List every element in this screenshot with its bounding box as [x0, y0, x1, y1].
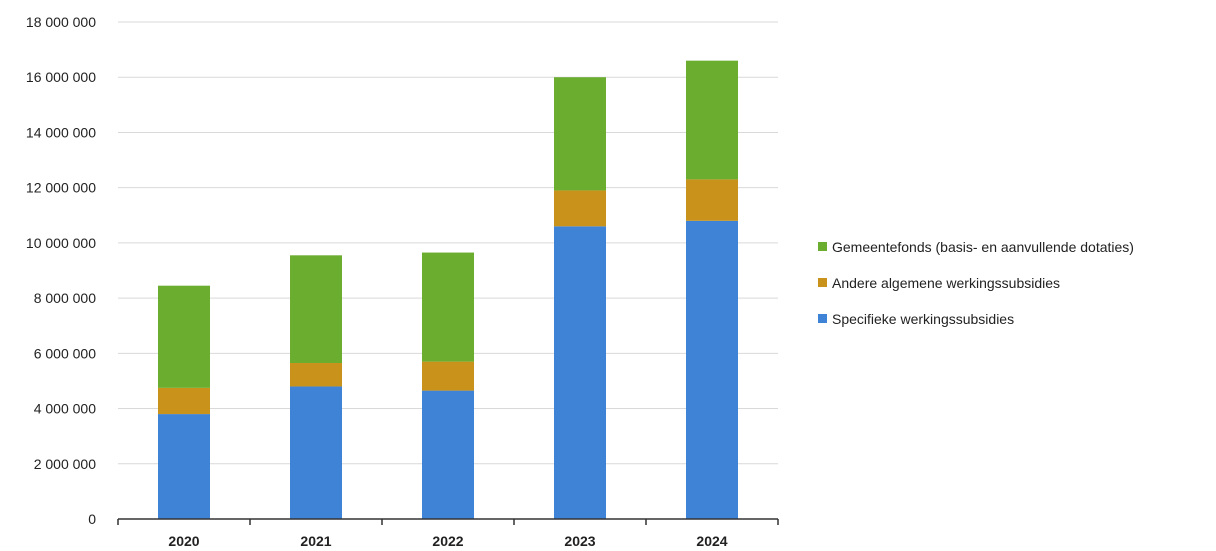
legend-label: Specifieke werkingssubsidies	[832, 311, 1014, 327]
legend-swatch	[818, 278, 827, 287]
bar-segment-2020-3	[158, 285, 210, 388]
bar-segment-2024-3	[686, 60, 738, 180]
y-tick-label: 4 000 000	[34, 401, 96, 417]
bar-segment-2024-2	[686, 179, 738, 221]
y-tick-label: 8 000 000	[34, 290, 96, 306]
bar-segment-2020-1	[158, 414, 210, 519]
bar-segment-2021-2	[290, 362, 342, 387]
gridlines	[118, 21, 778, 465]
x-tick-label: 2021	[300, 533, 331, 549]
y-tick-label: 6 000 000	[34, 345, 96, 361]
x-tick-label: 2022	[432, 533, 463, 549]
y-tick-label: 10 000 000	[26, 235, 96, 251]
x-axis	[117, 518, 779, 525]
legend-label: Gemeentefonds (basis- en aanvullende dot…	[832, 239, 1134, 255]
bar-segment-2021-1	[290, 386, 342, 519]
y-tick-label: 2 000 000	[34, 456, 96, 472]
bar-segment-2024-1	[686, 220, 738, 520]
bar-segment-2023-1	[554, 226, 606, 520]
x-axis-tick-labels: 2020 2021 2022 2023 2024	[168, 533, 727, 549]
legend: Gemeentefonds (basis- en aanvullende dot…	[818, 239, 1134, 327]
bar-segment-2021-3	[290, 255, 342, 363]
y-tick-label: 16 000 000	[26, 69, 96, 85]
x-tick-label: 2020	[168, 533, 199, 549]
legend-label: Andere algemene werkingssubsidies	[832, 275, 1060, 291]
x-tick-label: 2024	[696, 533, 727, 549]
bar-segment-2022-3	[422, 252, 474, 362]
bar-segment-2023-3	[554, 77, 606, 191]
y-tick-label: 14 000 000	[26, 124, 96, 140]
y-tick-label: 12 000 000	[26, 180, 96, 196]
bar-segment-2020-2	[158, 387, 210, 415]
legend-swatch	[818, 242, 827, 251]
bar-segment-2022-1	[422, 390, 474, 519]
bar-segment-2022-2	[422, 361, 474, 391]
bars	[158, 60, 738, 520]
legend-swatch	[818, 314, 827, 323]
y-axis-tick-labels: 0 2 000 000 4 000 000 6 000 000 8 000 000 10 …	[26, 14, 96, 527]
y-tick-label: 0	[88, 511, 96, 527]
x-tick-label: 2023	[564, 533, 595, 549]
bar-segment-2023-2	[554, 190, 606, 227]
y-tick-label: 18 000 000	[26, 14, 96, 30]
